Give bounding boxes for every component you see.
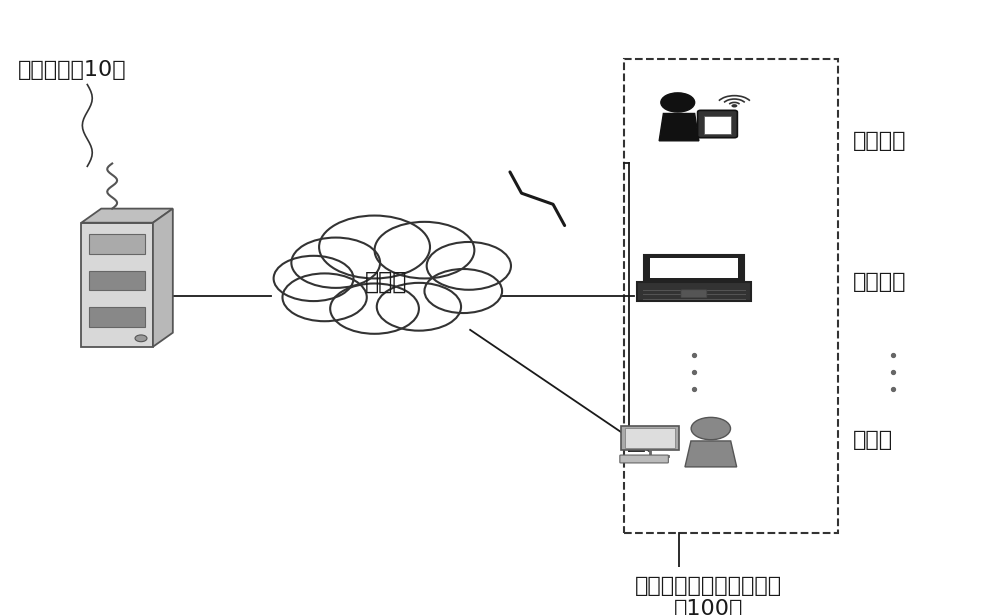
Text: 内容设备: 内容设备 (853, 131, 907, 151)
Polygon shape (685, 441, 737, 467)
Circle shape (731, 104, 737, 108)
FancyBboxPatch shape (89, 308, 145, 327)
FancyBboxPatch shape (89, 271, 145, 290)
FancyBboxPatch shape (81, 223, 153, 347)
Ellipse shape (375, 222, 474, 279)
Ellipse shape (282, 274, 367, 321)
Text: 运用阴刻的数学运算设备: 运用阴刻的数学运算设备 (635, 576, 782, 597)
FancyBboxPatch shape (625, 428, 675, 448)
Text: 学习工具: 学习工具 (853, 272, 907, 292)
FancyBboxPatch shape (621, 426, 679, 450)
FancyBboxPatch shape (704, 116, 731, 134)
FancyBboxPatch shape (698, 110, 737, 138)
Text: 服务平台（10）: 服务平台（10） (18, 60, 126, 81)
Ellipse shape (424, 269, 502, 313)
Ellipse shape (377, 283, 461, 331)
Circle shape (661, 93, 695, 112)
FancyBboxPatch shape (89, 234, 145, 254)
FancyBboxPatch shape (681, 290, 707, 298)
FancyBboxPatch shape (620, 455, 668, 463)
Ellipse shape (427, 242, 511, 290)
Text: （100）: （100） (674, 599, 744, 615)
Polygon shape (659, 114, 699, 141)
Text: 通信网: 通信网 (364, 270, 407, 294)
Ellipse shape (291, 237, 380, 288)
Ellipse shape (274, 256, 353, 301)
FancyBboxPatch shape (644, 255, 744, 282)
Polygon shape (153, 208, 173, 347)
FancyBboxPatch shape (637, 282, 751, 301)
Circle shape (691, 418, 731, 440)
Ellipse shape (330, 284, 419, 334)
Polygon shape (81, 208, 173, 223)
Circle shape (135, 335, 147, 342)
Text: 游戏机: 游戏机 (853, 430, 893, 450)
Ellipse shape (319, 215, 430, 279)
FancyBboxPatch shape (624, 59, 838, 533)
FancyBboxPatch shape (650, 258, 738, 279)
